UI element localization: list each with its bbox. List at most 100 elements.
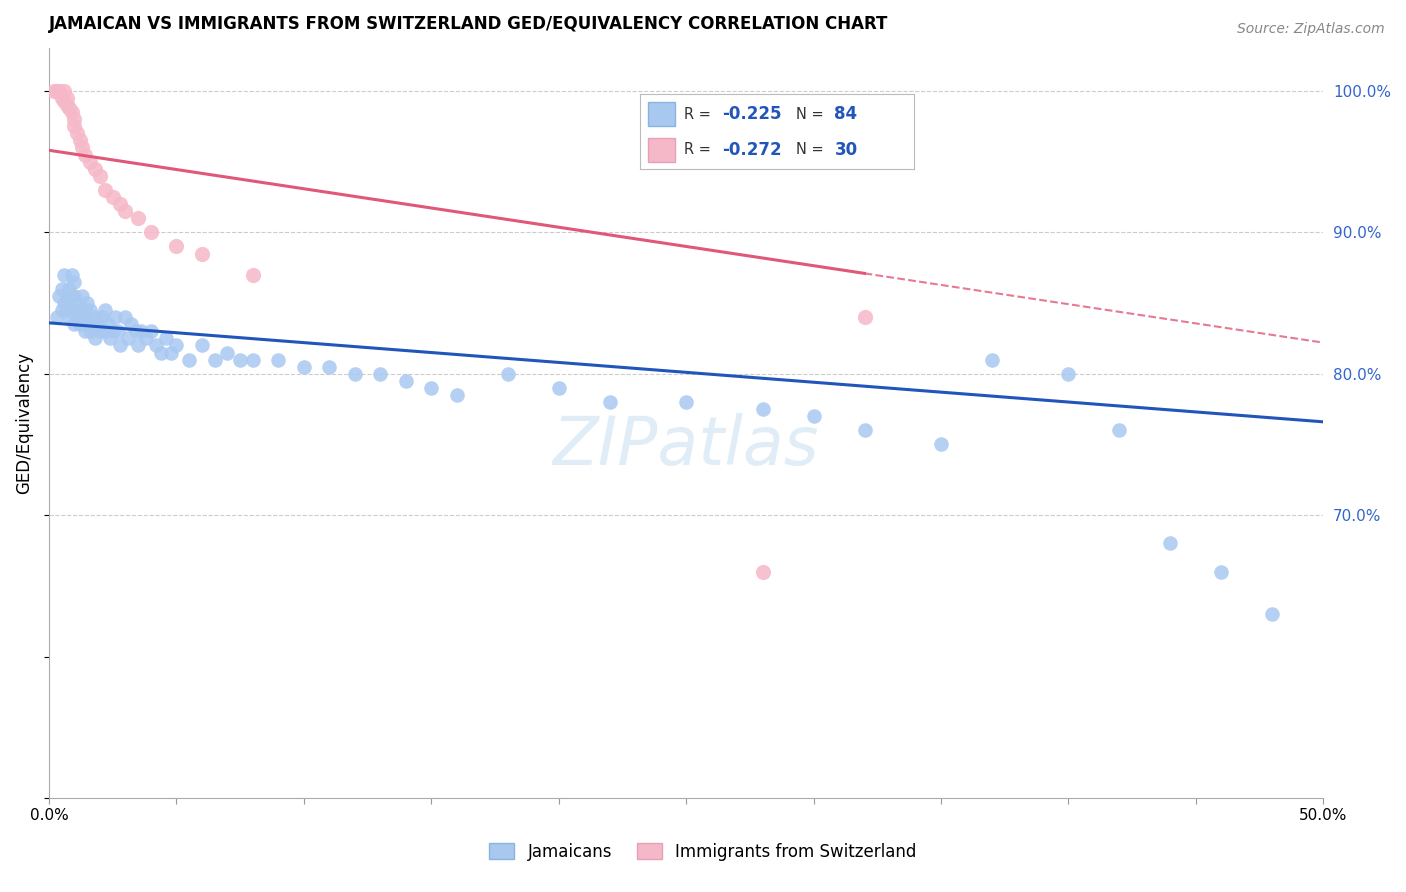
Point <box>94 183 117 197</box>
Point <box>139 225 162 239</box>
Text: N =: N = <box>796 107 828 121</box>
Point <box>191 246 214 260</box>
Point <box>60 268 83 282</box>
Point <box>63 289 86 303</box>
Point <box>94 303 117 318</box>
Point <box>1261 607 1284 622</box>
Point <box>129 324 152 338</box>
Point <box>66 126 89 140</box>
Point <box>420 381 443 395</box>
Text: 84: 84 <box>834 105 858 123</box>
Point <box>63 120 86 134</box>
Point <box>79 154 101 169</box>
Point <box>124 324 146 338</box>
Point <box>45 310 67 325</box>
Point <box>343 367 366 381</box>
Point <box>101 190 124 204</box>
Point <box>1159 536 1181 550</box>
Point <box>191 338 214 352</box>
Point <box>76 296 98 310</box>
Point <box>110 197 132 211</box>
Point <box>751 565 773 579</box>
Point <box>56 289 79 303</box>
Point <box>1057 367 1080 381</box>
Point <box>179 352 201 367</box>
Point <box>127 211 149 226</box>
Point <box>76 318 98 332</box>
Point <box>155 331 177 345</box>
Point <box>51 282 73 296</box>
Point <box>104 310 127 325</box>
Point <box>127 338 149 352</box>
Point <box>160 345 183 359</box>
Y-axis label: GED/Equivalency: GED/Equivalency <box>15 352 32 494</box>
Point <box>42 84 65 98</box>
Point <box>91 310 114 325</box>
Point <box>292 359 315 374</box>
Point <box>51 303 73 318</box>
Point <box>496 367 519 381</box>
Point <box>89 169 111 183</box>
Point <box>599 395 621 409</box>
Point <box>675 395 697 409</box>
Point <box>395 374 418 388</box>
Point <box>83 310 105 325</box>
Point <box>53 84 76 98</box>
Point <box>135 331 157 345</box>
Point <box>242 268 264 282</box>
Point <box>139 324 162 338</box>
Point <box>117 331 139 345</box>
Point <box>751 402 773 417</box>
Point <box>83 331 105 345</box>
Point <box>547 381 569 395</box>
Point <box>63 275 86 289</box>
Point <box>803 409 825 424</box>
Point <box>48 289 70 303</box>
Point <box>70 140 93 154</box>
Point <box>70 289 93 303</box>
FancyBboxPatch shape <box>648 102 675 127</box>
Point <box>89 324 111 338</box>
Point <box>79 324 101 338</box>
Point <box>86 318 108 332</box>
Point <box>73 147 96 161</box>
Point <box>981 352 1004 367</box>
Point <box>267 352 290 367</box>
Point <box>1108 423 1130 437</box>
Point <box>229 352 252 367</box>
Point <box>63 112 86 127</box>
Text: N =: N = <box>796 142 828 157</box>
Point <box>165 338 187 352</box>
Text: 30: 30 <box>834 141 858 159</box>
Point <box>56 303 79 318</box>
Point <box>69 133 91 147</box>
Point <box>63 303 86 318</box>
Point <box>53 296 76 310</box>
Point <box>853 423 876 437</box>
Point <box>110 338 132 352</box>
Point <box>79 303 101 318</box>
Point <box>53 268 76 282</box>
Point <box>107 324 129 338</box>
Point <box>60 303 83 318</box>
Legend: Jamaicans, Immigrants from Switzerland: Jamaicans, Immigrants from Switzerland <box>482 837 924 868</box>
Point <box>120 318 142 332</box>
Point <box>145 338 167 352</box>
Point <box>150 345 173 359</box>
Point <box>66 310 89 325</box>
Point <box>63 318 86 332</box>
Point <box>368 367 391 381</box>
Point <box>69 318 91 332</box>
Point <box>204 352 226 367</box>
Point <box>217 345 239 359</box>
Point <box>58 310 80 325</box>
Point <box>70 310 93 325</box>
Point <box>114 204 136 219</box>
Point <box>48 84 70 98</box>
Point <box>853 310 876 325</box>
Point <box>53 94 76 108</box>
Text: -0.225: -0.225 <box>723 105 782 123</box>
Point <box>446 388 468 402</box>
Point <box>94 324 117 338</box>
Point <box>929 437 952 451</box>
